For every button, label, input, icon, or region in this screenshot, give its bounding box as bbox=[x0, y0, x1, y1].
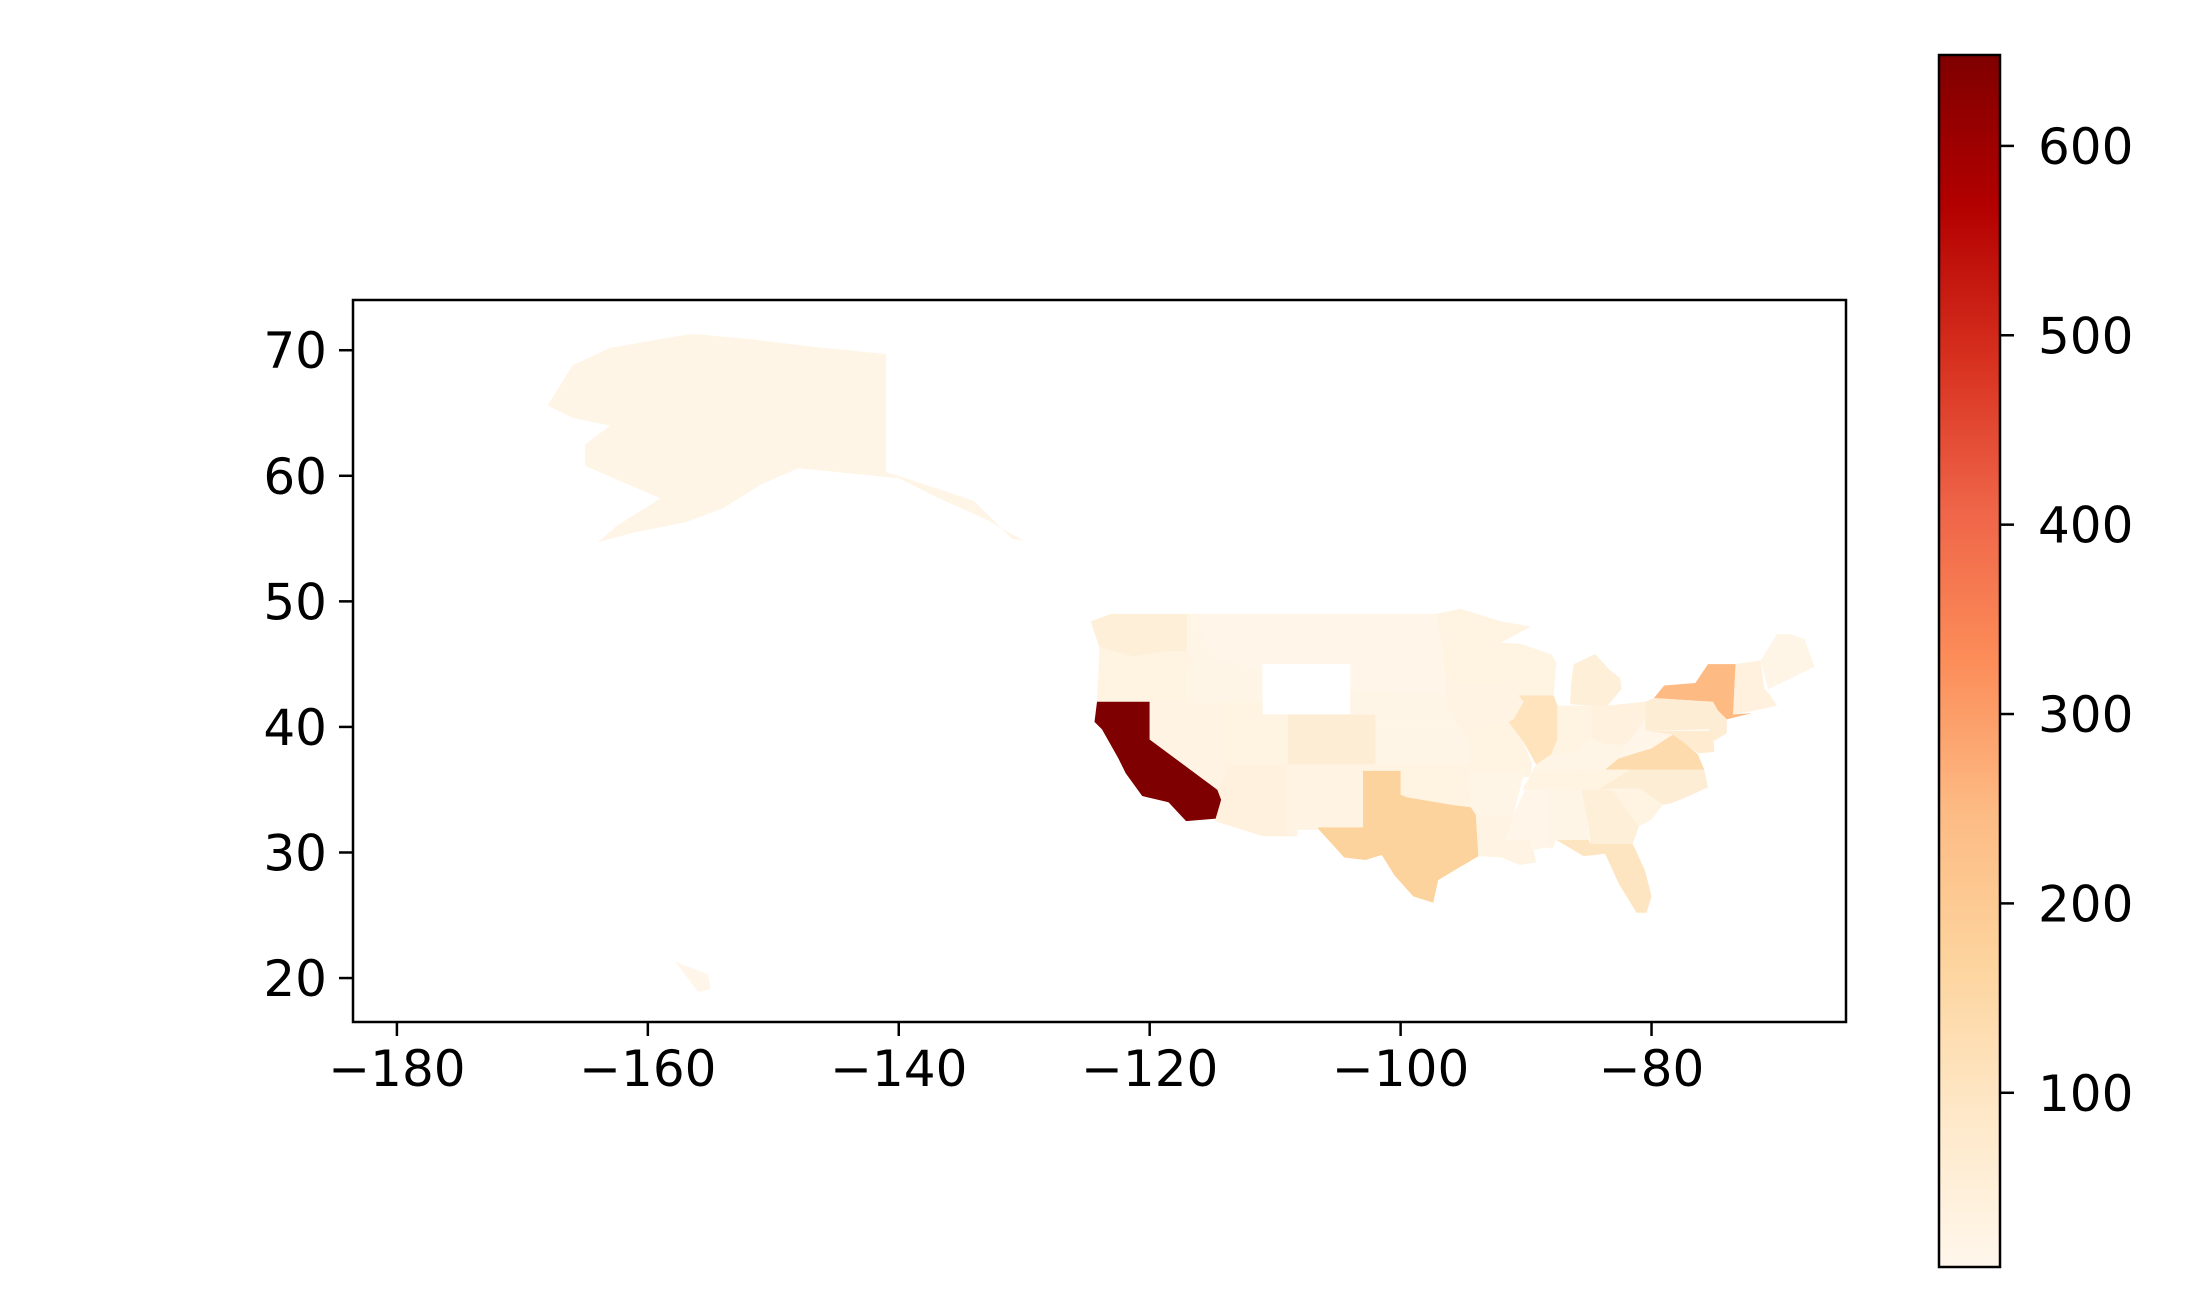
region-nevada bbox=[1149, 701, 1225, 790]
x-tick-label: −140 bbox=[830, 1040, 967, 1098]
region-north-carolina bbox=[1597, 769, 1708, 805]
region-ohio bbox=[1591, 701, 1646, 745]
colorbar-tick-label: 200 bbox=[2038, 875, 2133, 933]
axes-frame bbox=[351, 298, 1848, 1024]
y-tick-label: 40 bbox=[263, 699, 327, 757]
region-arizona bbox=[1214, 764, 1288, 837]
region-south-dakota bbox=[1350, 651, 1445, 696]
region-michigan bbox=[1570, 654, 1622, 706]
region-alabama bbox=[1546, 789, 1589, 849]
region-illinois bbox=[1508, 695, 1558, 765]
colorbar-ticks: 100 200 300 400 500 600 bbox=[2000, 118, 2133, 1123]
region-texas bbox=[1317, 770, 1479, 903]
region-new-york bbox=[1654, 664, 1752, 720]
y-axis: 20 30 40 50 60 70 bbox=[263, 322, 353, 1008]
region-colorado bbox=[1287, 714, 1376, 765]
y-tick-label: 30 bbox=[263, 824, 327, 882]
region-new-england bbox=[1733, 660, 1777, 715]
region-missouri bbox=[1453, 719, 1533, 778]
colorbar-tick-label: 400 bbox=[2038, 497, 2133, 555]
region-wyoming bbox=[1262, 664, 1351, 715]
region-alaska bbox=[547, 333, 1025, 543]
colorbar-tick-label: 500 bbox=[2038, 307, 2133, 365]
region-montana bbox=[1199, 613, 1351, 671]
region-kansas bbox=[1375, 726, 1469, 765]
region-iowa bbox=[1444, 683, 1524, 722]
x-axis: −180 −160 −140 −120 −100 −80 bbox=[328, 1022, 1704, 1098]
y-tick-label: 50 bbox=[263, 573, 327, 631]
x-tick-label: −80 bbox=[1599, 1040, 1705, 1098]
region-utah bbox=[1225, 701, 1288, 765]
colorbar-tick-label: 100 bbox=[2038, 1065, 2133, 1123]
region-oregon bbox=[1097, 647, 1194, 702]
map-layer bbox=[547, 333, 1815, 992]
x-tick-label: −100 bbox=[1332, 1040, 1469, 1098]
region-minnesota bbox=[1435, 608, 1532, 683]
y-tick-label: 60 bbox=[263, 448, 327, 506]
region-kentucky bbox=[1532, 738, 1627, 771]
region-hawaii bbox=[645, 950, 711, 992]
region-florida bbox=[1556, 839, 1652, 913]
x-tick-label: −120 bbox=[1081, 1040, 1218, 1098]
region-oklahoma bbox=[1363, 764, 1471, 808]
region-tennessee bbox=[1522, 769, 1631, 790]
region-maine bbox=[1760, 634, 1815, 690]
y-tick-label: 70 bbox=[263, 322, 327, 380]
region-wisconsin bbox=[1490, 642, 1557, 696]
region-washington bbox=[1090, 613, 1188, 657]
region-indiana bbox=[1551, 705, 1592, 755]
region-pennsylvania bbox=[1645, 698, 1718, 731]
colorbar-tick-label: 600 bbox=[2038, 118, 2133, 176]
region-georgia bbox=[1581, 789, 1639, 844]
x-tick-label: −180 bbox=[328, 1040, 465, 1098]
region-mississippi bbox=[1506, 789, 1549, 850]
region-virginia bbox=[1605, 734, 1705, 770]
region-south-carolina bbox=[1612, 788, 1663, 827]
region-new-mexico bbox=[1287, 764, 1363, 837]
colorbar-tick-label: 300 bbox=[2038, 686, 2133, 744]
region-idaho bbox=[1187, 613, 1263, 702]
region-west-virginia bbox=[1618, 719, 1673, 759]
region-nebraska bbox=[1350, 689, 1460, 727]
region-maryland bbox=[1645, 730, 1715, 754]
x-tick-label: −160 bbox=[579, 1040, 716, 1098]
region-north-dakota bbox=[1350, 613, 1444, 652]
colorbar-gradient bbox=[1937, 53, 2002, 1269]
y-tick-label: 20 bbox=[263, 950, 327, 1008]
colorbar: 100 200 300 400 500 600 bbox=[1937, 53, 2133, 1269]
region-california bbox=[1094, 701, 1222, 822]
region-arkansas bbox=[1468, 770, 1525, 815]
